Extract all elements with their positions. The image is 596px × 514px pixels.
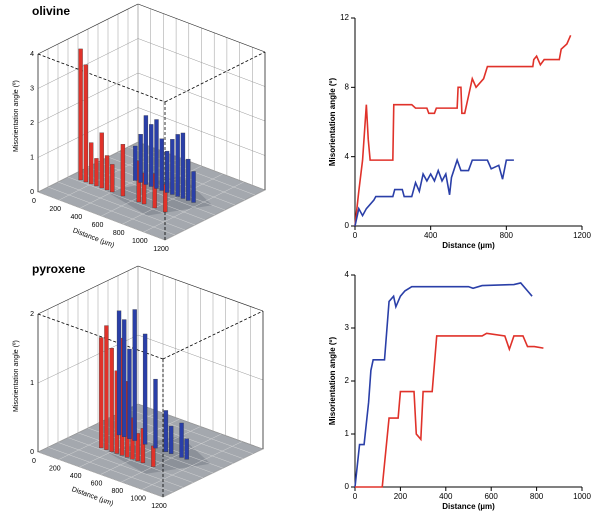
dashed-edge: [165, 52, 265, 102]
z-tick-label: 0: [30, 449, 34, 456]
bar: [160, 139, 164, 191]
page: olivine02004006008001000120001234Distanc…: [0, 0, 596, 514]
y-axis-label: Misorientation angle (º): [328, 337, 337, 426]
x-tick-label: 1200: [151, 503, 167, 510]
y-tick-label: 0: [345, 482, 350, 491]
y-tick-label: 0: [345, 221, 350, 230]
bar: [180, 423, 184, 458]
z-tick-label: 1: [30, 380, 34, 387]
figure: olivine02004006008001000120001234Distanc…: [0, 0, 596, 514]
bar: [105, 156, 109, 191]
x-tick-label: 400: [70, 473, 82, 480]
bar: [122, 320, 126, 437]
z-axis-label: Misorientation angle (º): [13, 80, 20, 152]
bar: [181, 133, 185, 199]
z-axis-label: Misorientation angle (º): [13, 340, 20, 412]
y-tick-label: 1: [345, 429, 350, 438]
z-tick-label: 3: [30, 85, 34, 92]
x-axis-label: Distance (µm): [72, 227, 115, 249]
x-tick-label: 0: [353, 492, 358, 501]
x-tick-label: 600: [91, 480, 103, 487]
bar: [164, 410, 168, 451]
bar: [117, 311, 121, 435]
bar: [143, 334, 147, 444]
bar: [154, 379, 158, 448]
x-tick-label: 800: [113, 230, 125, 237]
line-series: [355, 283, 532, 487]
y-axis-label: Misorientation angle (º): [328, 78, 337, 167]
x-tick-label: 600: [485, 492, 499, 501]
bar: [104, 326, 108, 450]
z-tick-label: 2: [30, 311, 34, 318]
x-tick-label: 800: [111, 488, 123, 495]
z-tick-label: 2: [30, 120, 34, 127]
y-tick-label: 4: [345, 270, 350, 279]
x-tick-label: 1000: [132, 238, 148, 245]
bar: [192, 171, 196, 202]
bar: [84, 65, 88, 182]
x-tick-label: 1000: [130, 495, 146, 502]
x-tick-label: 200: [49, 465, 61, 472]
bar: [99, 337, 103, 447]
x-tick-label: 0: [32, 198, 36, 205]
bar: [139, 134, 143, 182]
bar: [176, 134, 180, 196]
bar: [185, 439, 189, 460]
z-tick-label: 0: [30, 189, 34, 196]
x-axis-label: Distance (µm): [442, 241, 495, 250]
line-series: [355, 333, 543, 487]
bar: [170, 139, 174, 194]
z-tick-label: 4: [30, 51, 34, 58]
x-tick-label: 1200: [573, 231, 591, 240]
x-tick-label: 800: [500, 231, 514, 240]
bar: [169, 426, 173, 454]
bar: [151, 446, 155, 467]
x-axis-label: Distance (µm): [442, 502, 495, 511]
bar: [155, 120, 159, 189]
bar: [121, 144, 125, 196]
y-tick-label: 2: [345, 376, 350, 385]
x-axis-label: Distance (µm): [71, 486, 115, 507]
panel-title: pyroxene: [32, 262, 86, 276]
line-series: [355, 160, 514, 226]
x-tick-label: 1200: [153, 246, 169, 253]
line-series: [355, 35, 571, 226]
bar: [133, 146, 137, 181]
bar: [79, 49, 83, 180]
z-tick-label: 1: [30, 154, 34, 161]
bar: [186, 159, 190, 200]
x-tick-label: 0: [32, 458, 36, 465]
bar: [94, 158, 98, 186]
bar: [110, 348, 114, 452]
panel-title: olivine: [32, 4, 70, 18]
y-tick-label: 8: [345, 82, 350, 91]
bar: [165, 151, 169, 192]
y-tick-label: 4: [345, 152, 350, 161]
bar: [127, 349, 131, 439]
bar: [110, 164, 114, 192]
bar: [133, 310, 137, 441]
x-tick-label: 200: [394, 492, 408, 501]
bar: [144, 116, 148, 185]
bar: [89, 143, 93, 184]
dashed-edge: [38, 54, 165, 102]
x-tick-label: 400: [439, 492, 453, 501]
y-tick-label: 12: [340, 13, 349, 22]
y-tick-label: 3: [345, 323, 350, 332]
x-tick-label: 0: [353, 231, 358, 240]
x-tick-label: 800: [530, 492, 544, 501]
x-tick-label: 600: [92, 222, 104, 229]
bar: [100, 133, 104, 188]
x-tick-label: 200: [49, 206, 61, 213]
bar: [149, 124, 153, 186]
x-tick-label: 400: [424, 231, 438, 240]
x-tick-label: 1000: [573, 492, 591, 501]
x-tick-label: 400: [70, 214, 82, 221]
